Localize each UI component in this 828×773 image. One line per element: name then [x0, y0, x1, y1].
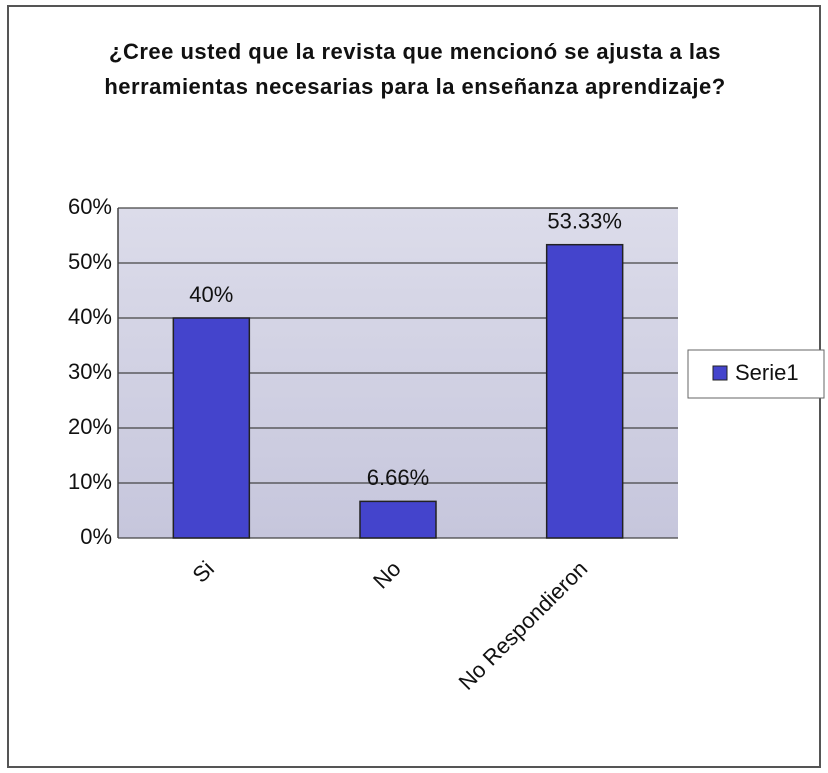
bar — [545, 243, 624, 539]
y-tick-label: 40% — [68, 304, 112, 329]
data-label: 53.33% — [547, 208, 622, 233]
legend-box — [687, 349, 825, 399]
y-tick-label: 20% — [68, 414, 112, 439]
y-tick-label: 60% — [68, 194, 112, 219]
y-tick-label: 30% — [68, 359, 112, 384]
bar — [172, 317, 251, 539]
y-tick-label: 0% — [80, 524, 112, 549]
y-tick-label: 50% — [68, 249, 112, 274]
data-label: 40% — [189, 282, 233, 307]
legend-label: Serie1 — [735, 360, 799, 385]
legend-swatch — [712, 365, 728, 381]
y-tick-label: 10% — [68, 469, 112, 494]
data-label: 6.66% — [367, 465, 429, 490]
chart-title: ¿Cree usted que la revista que mencionó … — [104, 39, 726, 99]
bar — [359, 500, 437, 539]
